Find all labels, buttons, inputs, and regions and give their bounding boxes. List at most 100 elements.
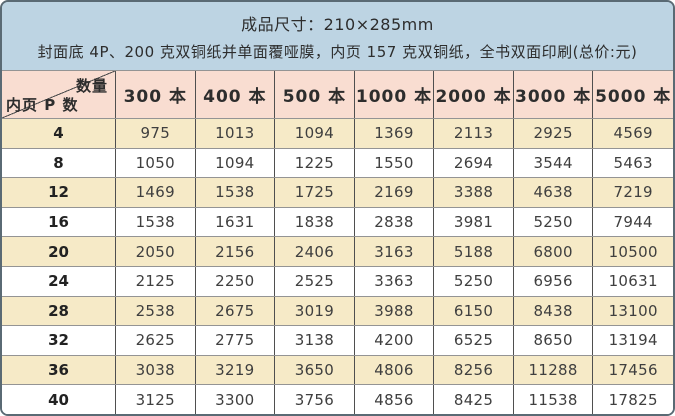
table-row: 36 3038 3219 3650 4806 8256 11288 17456 [2,354,673,385]
pages-cell: 40 [2,385,116,414]
quantity-axis-label: 数量 [75,77,108,95]
table-row: 8 1050 1094 1225 1550 2694 3544 5463 [2,147,673,178]
diagonal-header-cell: 数量 内页 P 数 [2,71,116,118]
price-cell: 11288 [514,355,594,385]
price-cell: 2125 [116,266,196,296]
price-cell: 6800 [514,237,594,266]
price-cell: 2925 [514,119,594,148]
price-cell: 975 [116,119,196,148]
price-cell: 1725 [275,178,355,207]
price-cell: 5250 [514,207,594,237]
column-header-5000: 5000 本 [595,87,672,107]
table-row: 28 2538 2675 3019 3988 6150 8438 13100 [2,295,673,326]
column-header-300: 300 本 [116,71,196,118]
price-cell: 1550 [355,148,435,178]
column-header-2000: 2000 本 [434,71,514,118]
pages-cell: 4 [2,119,116,148]
price-table: 数量 内页 P 数 300 本 400 本 500 本 1000 本 2000 … [2,70,673,414]
header-banner: 成品尺寸：210×285mm 封面底 4P、200 克双铜纸并单面覆哑膜，内页 … [2,2,673,70]
price-cell: 3219 [196,355,276,385]
price-cell: 6150 [434,296,514,326]
table-body: 4 975 1013 1094 1369 2113 2925 4569 8 1050 1094 122… [2,118,673,414]
price-cell: 1469 [116,178,196,207]
price-cell: 11538 [514,385,594,414]
price-cell: 3019 [275,296,355,326]
price-cell: 1538 [116,207,196,237]
price-cell: 8650 [514,326,594,355]
pages-cell: 8 [2,148,116,178]
price-cell: 2525 [275,266,355,296]
price-cell: 1369 [355,119,435,148]
price-cell: 3163 [355,237,435,266]
price-cell: 6525 [434,326,514,355]
price-cell: 2113 [434,119,514,148]
price-cell: 3138 [275,326,355,355]
table-header-row: 数量 内页 P 数 300 本 400 本 500 本 1000 本 2000 … [2,70,673,118]
price-cell: 2156 [196,237,276,266]
price-cell: 3981 [434,207,514,237]
column-header-1000: 1000 本 [355,71,435,118]
price-cell: 8438 [514,296,594,326]
price-cell: 1225 [275,148,355,178]
pages-cell: 20 [2,237,116,266]
price-cell: 4638 [514,178,594,207]
paper-spec-text: 封面底 4P、200 克双铜纸并单面覆哑膜，内页 157 克双铜纸，全书双面印刷… [37,42,638,61]
price-cell: 5250 [434,266,514,296]
price-cell: 7944 [613,213,653,232]
price-cell: 1631 [196,207,276,237]
price-cell: 2675 [196,296,276,326]
column-header-500: 500 本 [275,71,355,118]
price-cell: 6956 [514,266,594,296]
price-cell: 2694 [434,148,514,178]
table-row: 40 3125 3300 3756 4856 8425 11538 17825 [2,384,673,414]
price-cell: 7219 [613,183,653,202]
price-cell: 1013 [196,119,276,148]
table-row: 24 2125 2250 2525 3363 5250 6956 10631 [2,265,673,296]
price-cell: 3125 [116,385,196,414]
price-cell: 17456 [608,361,658,380]
table-row: 4 975 1013 1094 1369 2113 2925 4569 [2,118,673,148]
price-cell: 17825 [608,390,658,409]
table-row: 16 1538 1631 1838 2838 3981 5250 7944 [2,206,673,237]
pages-cell: 28 [2,296,116,326]
price-cell: 3544 [514,148,594,178]
price-cell: 3756 [275,385,355,414]
price-cell: 3363 [355,266,435,296]
pages-axis-label: 内页 P 数 [6,96,79,114]
column-header-400: 400 本 [196,71,276,118]
price-cell: 1538 [196,178,276,207]
price-cell: 3038 [116,355,196,385]
price-cell: 2775 [196,326,276,355]
price-cell: 10631 [608,272,658,291]
price-cell: 4806 [355,355,435,385]
price-cell: 3650 [275,355,355,385]
price-cell: 1094 [196,148,276,178]
price-cell: 1050 [116,148,196,178]
table-row: 20 2050 2156 2406 3163 5188 6800 10500 [2,236,673,266]
price-cell: 4200 [355,326,435,355]
price-cell: 8256 [434,355,514,385]
price-cell: 2169 [355,178,435,207]
pages-cell: 24 [2,266,116,296]
price-cell: 2838 [355,207,435,237]
product-size-text: 成品尺寸：210×285mm [241,14,434,34]
price-cell: 4856 [355,385,435,414]
column-header-3000: 3000 本 [514,71,594,118]
price-cell: 5188 [434,237,514,266]
table-row: 32 2625 2775 3138 4200 6525 8650 13194 [2,325,673,355]
price-cell: 2050 [116,237,196,266]
price-cell: 2406 [275,237,355,266]
pages-cell: 32 [2,326,116,355]
price-cell: 13100 [608,301,658,320]
price-cell: 2625 [116,326,196,355]
price-cell: 4569 [613,124,653,143]
price-cell: 13194 [608,331,658,350]
price-cell: 1094 [275,119,355,148]
price-cell: 1838 [275,207,355,237]
pages-cell: 36 [2,355,116,385]
price-cell: 5463 [613,153,653,172]
table-row: 12 1469 1538 1725 2169 3388 4638 7219 [2,177,673,207]
pages-cell: 12 [2,178,116,207]
pages-cell: 16 [2,207,116,237]
